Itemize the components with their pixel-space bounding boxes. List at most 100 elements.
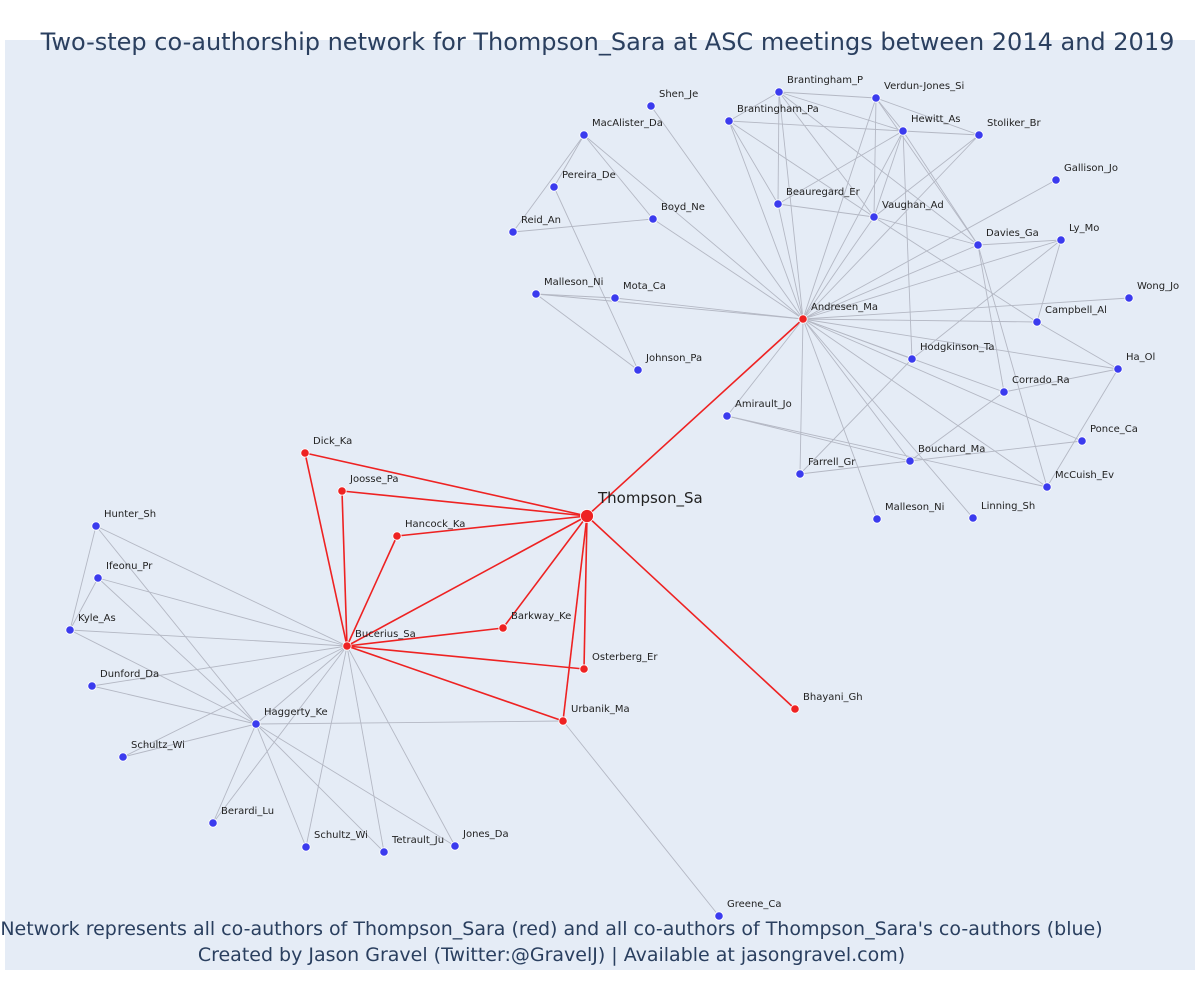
coauthor-edge	[802, 318, 1083, 442]
focal-edge	[341, 490, 348, 647]
footer-credit: Created by Jason Gravel (Twitter:@Gravel…	[197, 944, 906, 966]
node-label: Berardi_Lu	[221, 806, 274, 817]
node-label: Ha_Ol	[1126, 352, 1155, 363]
second-step-node[interactable]	[633, 365, 643, 375]
second-step-node[interactable]	[508, 227, 518, 237]
coauthor-edge	[614, 297, 804, 320]
second-step-node[interactable]	[1032, 317, 1042, 327]
second-step-node[interactable]	[379, 847, 389, 857]
second-step-node[interactable]	[251, 719, 261, 729]
coauthor-edge	[346, 645, 385, 853]
focal-author-node[interactable]	[580, 509, 594, 523]
second-step-node[interactable]	[301, 842, 311, 852]
coauthor-edge	[726, 415, 911, 462]
node-label: Jones_Da	[462, 829, 509, 840]
coauthor-node[interactable]	[579, 664, 589, 674]
coauthor-edge	[802, 318, 878, 520]
coauthor-edge	[69, 525, 97, 631]
coauthor-edge	[95, 525, 348, 647]
second-step-node[interactable]	[65, 625, 75, 635]
coauthor-edge	[69, 629, 348, 647]
coauthor-edge	[909, 391, 1005, 462]
node-label: Mota_Ca	[623, 281, 666, 292]
focal-edge	[346, 627, 504, 647]
second-step-node[interactable]	[118, 752, 128, 762]
node-label: Joosse_Pa	[349, 474, 398, 485]
node-label: Bhayani_Gh	[803, 692, 863, 703]
second-step-node[interactable]	[724, 116, 734, 126]
coauthor-edge	[802, 318, 1048, 488]
node-label: Thompson_Sa	[597, 489, 703, 508]
coauthor-edge	[1036, 239, 1062, 323]
focal-edge	[341, 490, 588, 517]
node-label: Davies_Ga	[986, 228, 1039, 239]
second-step-node[interactable]	[648, 214, 658, 224]
focal-edge	[346, 645, 564, 722]
second-step-node[interactable]	[87, 681, 97, 691]
chart-title: Two-step co-authorship network for Thomp…	[40, 28, 1175, 56]
node-label: Hewitt_As	[911, 114, 961, 125]
second-step-node[interactable]	[1124, 293, 1134, 303]
second-step-node[interactable]	[1051, 175, 1061, 185]
focal-edge	[586, 318, 804, 517]
second-step-node[interactable]	[795, 469, 805, 479]
node-label: Johnson_Pa	[645, 353, 702, 364]
second-step-node[interactable]	[722, 411, 732, 421]
coauthor-edge	[91, 685, 257, 725]
node-label: Ifeonu_Pr	[106, 561, 153, 572]
second-step-node[interactable]	[905, 456, 915, 466]
second-step-node[interactable]	[579, 130, 589, 140]
second-step-node[interactable]	[450, 841, 460, 851]
second-step-node[interactable]	[93, 573, 103, 583]
coauthor-edge	[911, 239, 1062, 360]
coauthor-node[interactable]	[342, 641, 352, 651]
coauthor-edge	[875, 97, 904, 132]
second-step-node[interactable]	[774, 87, 784, 97]
second-step-node[interactable]	[1113, 364, 1123, 374]
coauthor-edge	[305, 645, 348, 848]
coauthor-node[interactable]	[337, 486, 347, 496]
coauthor-node[interactable]	[300, 448, 310, 458]
second-step-node[interactable]	[907, 354, 917, 364]
coauthor-node[interactable]	[558, 716, 568, 726]
focal-edge	[304, 452, 588, 517]
coauthor-edge	[802, 134, 980, 320]
second-step-node[interactable]	[968, 513, 978, 523]
second-step-node[interactable]	[714, 911, 724, 921]
second-step-node[interactable]	[531, 289, 541, 299]
second-step-node[interactable]	[871, 93, 881, 103]
coauthor-edge	[726, 318, 804, 417]
second-step-node[interactable]	[898, 126, 908, 136]
second-step-node[interactable]	[872, 514, 882, 524]
focal-edge	[502, 515, 588, 629]
second-step-node[interactable]	[974, 130, 984, 140]
coauthor-edge	[802, 97, 877, 320]
node-label: Vaughan_Ad	[882, 200, 944, 211]
coauthor-edge	[777, 91, 780, 205]
coauthor-edge	[977, 244, 1005, 393]
node-label: Schultz_Wi	[131, 740, 185, 751]
coauthor-edge	[553, 134, 585, 188]
node-label: MacAlister_Da	[592, 118, 663, 129]
second-step-node[interactable]	[549, 182, 559, 192]
node-label: Urbanik_Ma	[571, 704, 630, 715]
coauthor-edge	[902, 130, 913, 360]
second-step-node[interactable]	[1077, 436, 1087, 446]
coauthor-node[interactable]	[392, 531, 402, 541]
second-step-node[interactable]	[646, 101, 656, 111]
coauthor-edge	[562, 720, 720, 917]
second-step-node[interactable]	[1056, 235, 1066, 245]
second-step-node[interactable]	[869, 212, 879, 222]
second-step-node[interactable]	[610, 293, 620, 303]
second-step-node[interactable]	[91, 521, 101, 531]
second-step-node[interactable]	[208, 818, 218, 828]
coauthor-node[interactable]	[790, 704, 800, 714]
coauthor-node[interactable]	[798, 314, 808, 324]
second-step-node[interactable]	[999, 387, 1009, 397]
second-step-node[interactable]	[1042, 482, 1052, 492]
coauthor-edge	[212, 645, 348, 824]
coauthor-node[interactable]	[498, 623, 508, 633]
second-step-node[interactable]	[973, 240, 983, 250]
second-step-node[interactable]	[773, 199, 783, 209]
